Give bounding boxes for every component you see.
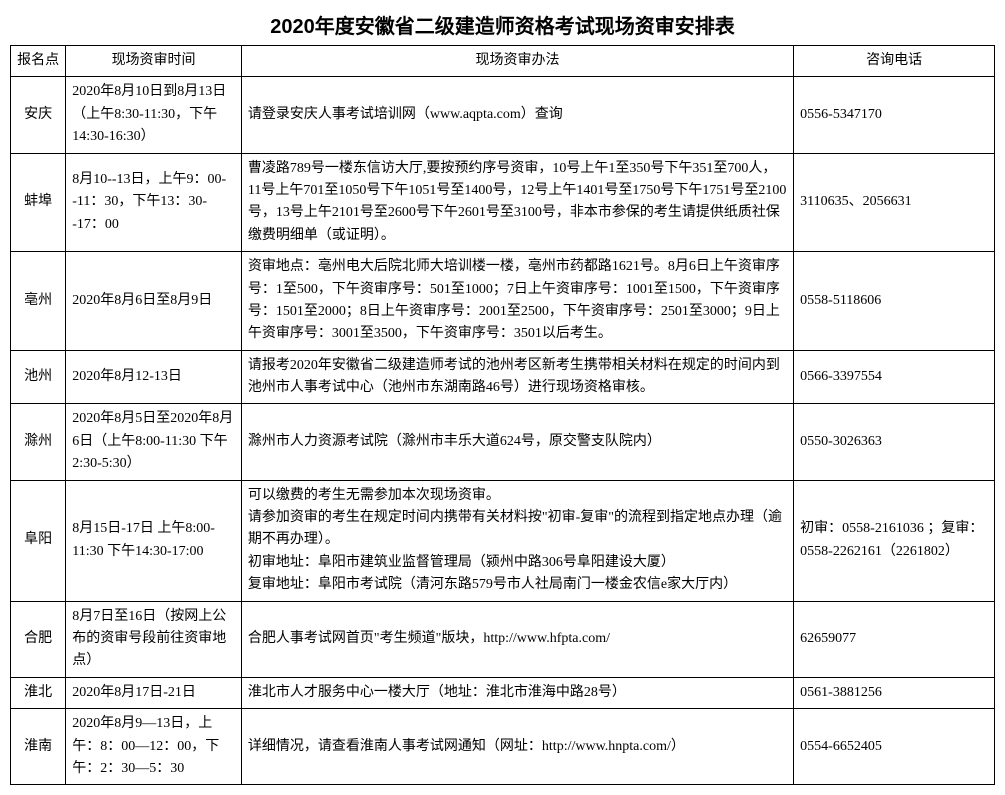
schedule-table: 报名点 现场资审时间 现场资审办法 咨询电话 安庆2020年8月10日到8月13… (10, 45, 995, 785)
cell-phone: 62659077 (794, 601, 995, 677)
cell-location: 淮南 (11, 709, 66, 785)
cell-location: 蚌埠 (11, 153, 66, 252)
cell-location: 合肥 (11, 601, 66, 677)
cell-phone: 3110635、2056631 (794, 153, 995, 252)
cell-method: 资审地点：亳州电大后院北师大培训楼一楼，亳州市药都路1621号。8月6日上午资审… (241, 252, 793, 351)
cell-time: 2020年8月12-13日 (66, 350, 242, 404)
table-row: 淮北2020年8月17日-21日淮北市人才服务中心一楼大厅（地址：淮北市淮海中路… (11, 677, 995, 708)
header-phone: 咨询电话 (794, 46, 995, 77)
table-row: 阜阳8月15日-17日 上午8:00-11:30 下午14:30-17:00可以… (11, 480, 995, 601)
table-row: 蚌埠8月10--13日，上午9：00--11：30，下午13：30--17：00… (11, 153, 995, 252)
cell-time: 2020年8月9—13日，上午：8：00—12：00，下午：2：30—5：30 (66, 709, 242, 785)
cell-phone: 初审：0558-2161036 ；复审：0558-2262161（2261802… (794, 480, 995, 601)
cell-method: 可以缴费的考生无需参加本次现场资审。 请参加资审的考生在规定时间内携带有关材料按… (241, 480, 793, 601)
cell-method: 淮北市人才服务中心一楼大厅（地址：淮北市淮海中路28号） (241, 677, 793, 708)
table-row: 亳州2020年8月6日至8月9日资审地点：亳州电大后院北师大培训楼一楼，亳州市药… (11, 252, 995, 351)
cell-time: 2020年8月17日-21日 (66, 677, 242, 708)
cell-method: 滁州市人力资源考试院（滁州市丰乐大道624号，原交警支队院内） (241, 404, 793, 480)
cell-phone: 0566-3397554 (794, 350, 995, 404)
page-title: 2020年度安徽省二级建造师资格考试现场资审安排表 (10, 10, 995, 39)
table-row: 池州2020年8月12-13日请报考2020年安徽省二级建造师考试的池州考区新考… (11, 350, 995, 404)
cell-location: 淮北 (11, 677, 66, 708)
table-header-row: 报名点 现场资审时间 现场资审办法 咨询电话 (11, 46, 995, 77)
cell-location: 亳州 (11, 252, 66, 351)
cell-time: 8月7日至16日（按网上公布的资审号段前往资审地点） (66, 601, 242, 677)
cell-time: 8月10--13日，上午9：00--11：30，下午13：30--17：00 (66, 153, 242, 252)
cell-time: 2020年8月6日至8月9日 (66, 252, 242, 351)
cell-method: 合肥人事考试网首页"考生频道"版块，http://www.hfpta.com/ (241, 601, 793, 677)
cell-time: 2020年8月5日至2020年8月6日（上午8:00-11:30 下午2:30-… (66, 404, 242, 480)
cell-method: 请报考2020年安徽省二级建造师考试的池州考区新考生携带相关材料在规定的时间内到… (241, 350, 793, 404)
cell-phone: 0561-3881256 (794, 677, 995, 708)
table-row: 淮南2020年8月9—13日，上午：8：00—12：00，下午：2：30—5：3… (11, 709, 995, 785)
header-location: 报名点 (11, 46, 66, 77)
table-row: 合肥8月7日至16日（按网上公布的资审号段前往资审地点）合肥人事考试网首页"考生… (11, 601, 995, 677)
cell-time: 2020年8月10日到8月13日（上午8:30-11:30，下午14:30-16… (66, 77, 242, 153)
cell-phone: 0558-5118606 (794, 252, 995, 351)
cell-method: 详细情况，请查看淮南人事考试网通知（网址：http://www.hnpta.co… (241, 709, 793, 785)
cell-time: 8月15日-17日 上午8:00-11:30 下午14:30-17:00 (66, 480, 242, 601)
cell-location: 滁州 (11, 404, 66, 480)
table-row: 安庆2020年8月10日到8月13日（上午8:30-11:30，下午14:30-… (11, 77, 995, 153)
header-method: 现场资审办法 (241, 46, 793, 77)
table-row: 滁州2020年8月5日至2020年8月6日（上午8:00-11:30 下午2:3… (11, 404, 995, 480)
cell-method: 请登录安庆人事考试培训网（www.aqpta.com）查询 (241, 77, 793, 153)
cell-phone: 0556-5347170 (794, 77, 995, 153)
cell-phone: 0550-3026363 (794, 404, 995, 480)
cell-location: 安庆 (11, 77, 66, 153)
header-time: 现场资审时间 (66, 46, 242, 77)
cell-location: 池州 (11, 350, 66, 404)
cell-location: 阜阳 (11, 480, 66, 601)
cell-method: 曹凌路789号一楼东信访大厅,要按预约序号资审，10号上午1至350号下午351… (241, 153, 793, 252)
cell-phone: 0554-6652405 (794, 709, 995, 785)
